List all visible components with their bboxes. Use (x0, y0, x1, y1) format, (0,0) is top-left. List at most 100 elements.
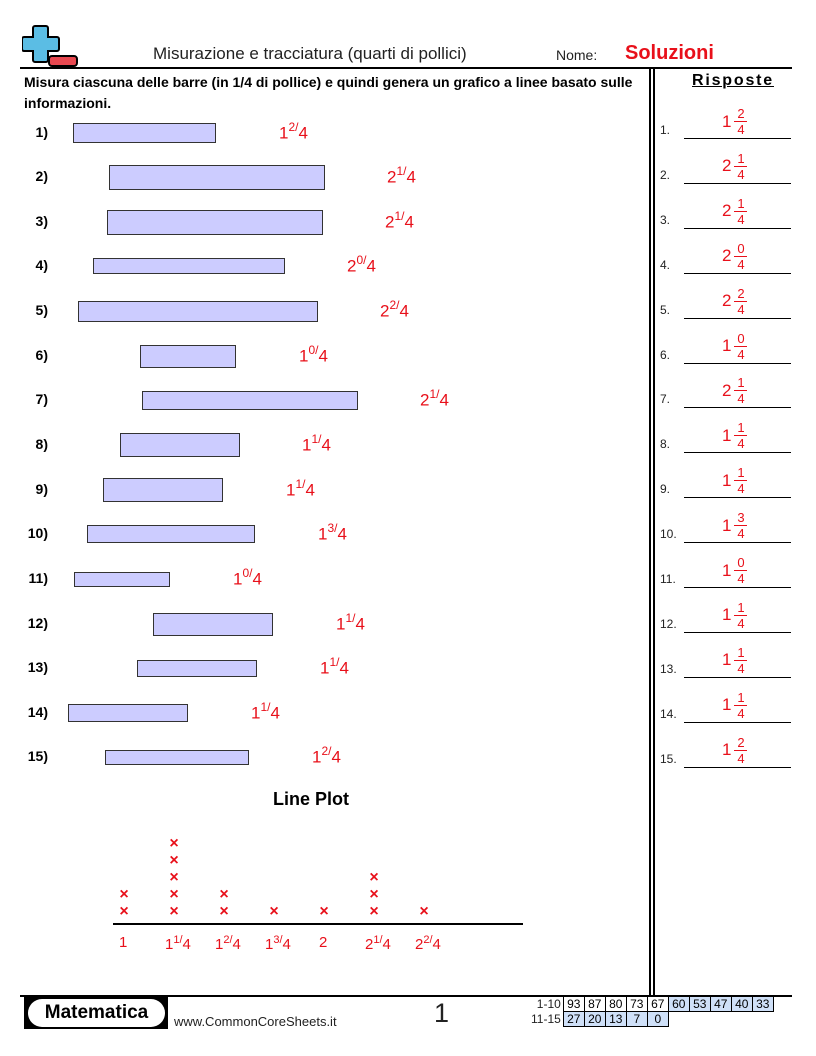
answer-number: 6. (660, 347, 671, 362)
answer-number: 14. (660, 706, 677, 721)
answer-line[interactable] (684, 631, 791, 633)
measurement-answer: 22/4 (380, 298, 409, 321)
x-mark-icon: × (169, 852, 179, 869)
answer-whole: 1 (722, 560, 732, 580)
score-cell: 73 (625, 996, 648, 1012)
measure-bar (73, 123, 216, 143)
answer-line[interactable] (684, 182, 791, 184)
answer-line[interactable] (684, 227, 791, 229)
measurement-answer: 11/4 (286, 477, 315, 500)
problem-number: 5) (35, 302, 48, 318)
column-divider (649, 69, 651, 996)
answer-line[interactable] (684, 362, 791, 364)
brand-label: Matematica (28, 999, 165, 1027)
answer-whole: 1 (722, 695, 732, 715)
answer-line[interactable] (684, 542, 791, 544)
x-mark-icon: × (169, 903, 179, 920)
answers-title: Risposte (692, 72, 774, 89)
score-cell: 7 (625, 1011, 648, 1027)
measurement-answer: 20/4 (347, 253, 376, 276)
score-cell: 0 (646, 1011, 669, 1027)
x-mark-icon: × (269, 903, 279, 920)
measure-bar (140, 344, 236, 368)
answer-line[interactable] (684, 272, 791, 274)
problem-number: 9) (35, 481, 48, 497)
plus-minus-logo-icon (22, 25, 78, 67)
measure-bar (137, 659, 257, 677)
score-cell: 27 (562, 1011, 585, 1027)
measurement-answer: 21/4 (420, 387, 449, 410)
measurement-answer: 13/4 (318, 521, 347, 544)
measure-bar (103, 478, 223, 502)
answer-line[interactable] (684, 721, 791, 723)
measure-bar (142, 390, 358, 410)
answer-whole: 1 (722, 515, 732, 535)
measure-bar (120, 433, 240, 457)
answer-number: 8. (660, 437, 671, 452)
problem-number: 15) (27, 748, 48, 764)
x-mark-icon: × (119, 903, 129, 920)
measurement-answer: 12/4 (279, 120, 308, 143)
measure-bar (78, 300, 318, 322)
x-mark-icon: × (369, 903, 379, 920)
problem-number: 3) (35, 213, 48, 229)
answer-whole: 1 (722, 740, 732, 760)
score-cell: 53 (688, 996, 711, 1012)
x-mark-icon: × (169, 869, 179, 886)
answer-line[interactable] (684, 676, 791, 678)
score-cell: 93 (562, 996, 585, 1012)
axis-tick-label: 22/4 (415, 934, 441, 953)
answer-number: 3. (660, 212, 671, 227)
score-cell: 20 (583, 1011, 606, 1027)
score-row: 1-10 93 87 80 73 67 60 53 47 40 33 (528, 996, 774, 1012)
problem-number: 7) (35, 391, 48, 407)
measurement-answer: 10/4 (299, 343, 328, 366)
problem-number: 13) (27, 659, 48, 675)
page-number: 1 (434, 998, 450, 1028)
measure-bar (107, 209, 323, 235)
answer-number: 5. (660, 302, 671, 317)
answer-number: 7. (660, 392, 671, 407)
answer-whole: 1 (722, 470, 732, 490)
score-cell: 60 (667, 996, 690, 1012)
measurement-answer: 11/4 (251, 700, 280, 723)
site-url[interactable]: www.CommonCoreSheets.it (174, 1014, 337, 1029)
problem-number: 12) (27, 615, 48, 631)
measurement-answer: 21/4 (387, 164, 416, 187)
problem-number: 10) (27, 525, 48, 541)
answer-whole: 1 (722, 605, 732, 625)
score-cell: 13 (604, 1011, 627, 1027)
header-divider (20, 67, 792, 69)
score-table: 1-10 93 87 80 73 67 60 53 47 40 33 11-15 27 20 13 7 0 (528, 996, 774, 1027)
answer-line[interactable] (684, 452, 791, 454)
answer-line[interactable] (684, 766, 791, 768)
x-mark-icon: × (369, 886, 379, 903)
x-mark-icon: × (219, 886, 229, 903)
answer-line[interactable] (684, 317, 791, 319)
answer-whole: 2 (722, 156, 732, 176)
answer-line[interactable] (684, 587, 791, 588)
answer-line[interactable] (684, 407, 791, 409)
measurement-answer: 11/4 (336, 611, 365, 634)
answer-number: 10. (660, 527, 677, 542)
line-plot-title: Line Plot (273, 789, 349, 809)
answer-line[interactable] (684, 138, 791, 139)
problem-number: 8) (35, 436, 48, 452)
answer-whole: 2 (722, 380, 732, 400)
answer-line[interactable] (684, 497, 791, 499)
answer-whole: 2 (722, 201, 732, 221)
problem-number: 4) (35, 257, 48, 273)
